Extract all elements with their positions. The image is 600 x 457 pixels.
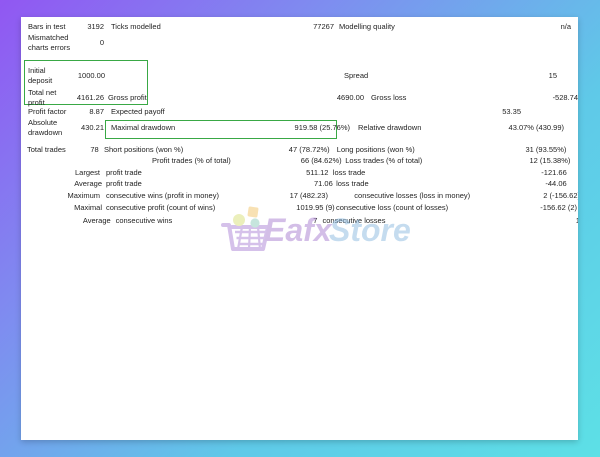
svg-text:Store: Store <box>329 212 411 248</box>
svg-text:Eafx: Eafx <box>264 212 333 248</box>
